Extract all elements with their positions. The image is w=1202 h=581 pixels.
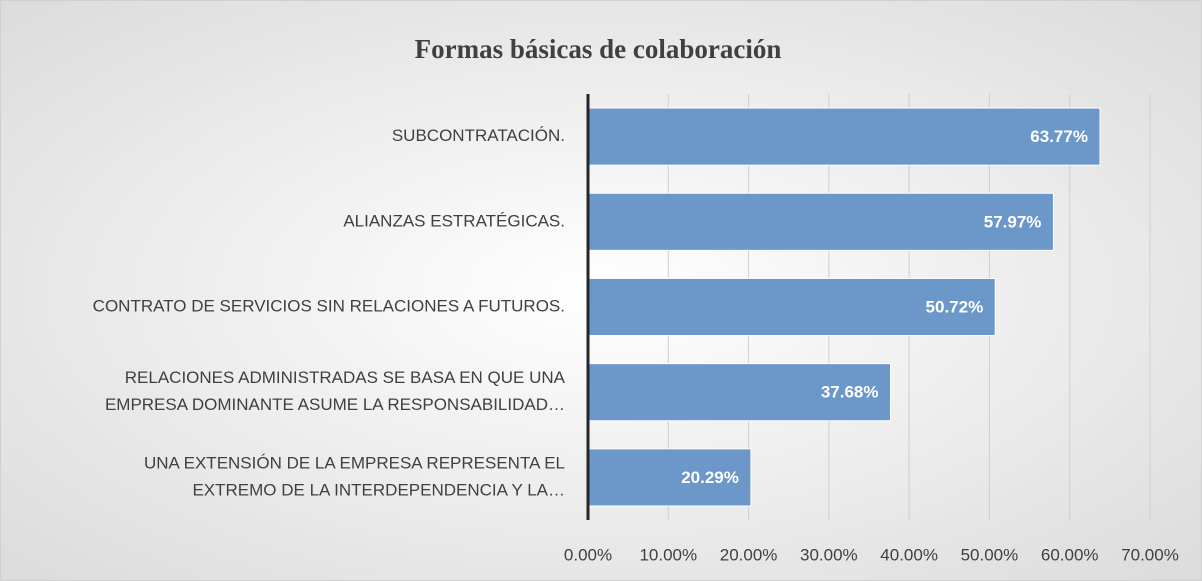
bar xyxy=(587,107,1101,166)
y-tick-label: SUBCONTRATACIÓN. xyxy=(392,126,565,145)
y-tick-label: EMPRESA DOMINANTE ASUME LA RESPONSABILID… xyxy=(105,395,565,414)
y-tick-label: ALIANZAS ESTRATÉGICAS. xyxy=(343,211,565,230)
x-tick-label: 20.00% xyxy=(720,545,778,564)
bar xyxy=(587,192,1054,251)
bar xyxy=(587,363,892,422)
y-tick-label: RELACIONES ADMINISTRADAS SE BASA EN QUE … xyxy=(125,368,566,387)
value-label: 63.77% xyxy=(1030,127,1088,146)
value-label: 37.68% xyxy=(821,383,879,402)
x-tick-label: 0.00% xyxy=(564,545,612,564)
value-label: 50.72% xyxy=(926,297,984,316)
value-label: 20.29% xyxy=(681,468,739,487)
x-tick-label: 70.00% xyxy=(1121,545,1179,564)
chart-title: Formas básicas de colaboración xyxy=(415,34,782,64)
bar xyxy=(587,277,996,337)
x-tick-label: 60.00% xyxy=(1041,545,1099,564)
x-tick-label: 50.00% xyxy=(961,545,1019,564)
x-tick-label: 10.00% xyxy=(639,545,697,564)
value-label: 57.97% xyxy=(984,212,1042,231)
y-tick-label: EXTREMO DE LA INTERDEPENDENCIA Y LA… xyxy=(192,480,565,499)
bar xyxy=(587,448,752,507)
x-tick-label: 30.00% xyxy=(800,545,858,564)
x-tick-label: 40.00% xyxy=(880,545,938,564)
y-tick-label: CONTRATO DE SERVICIOS SIN RELACIONES A F… xyxy=(93,296,565,315)
y-tick-label: UNA EXTENSIÓN DE LA EMPRESA REPRESENTA E… xyxy=(144,453,565,472)
